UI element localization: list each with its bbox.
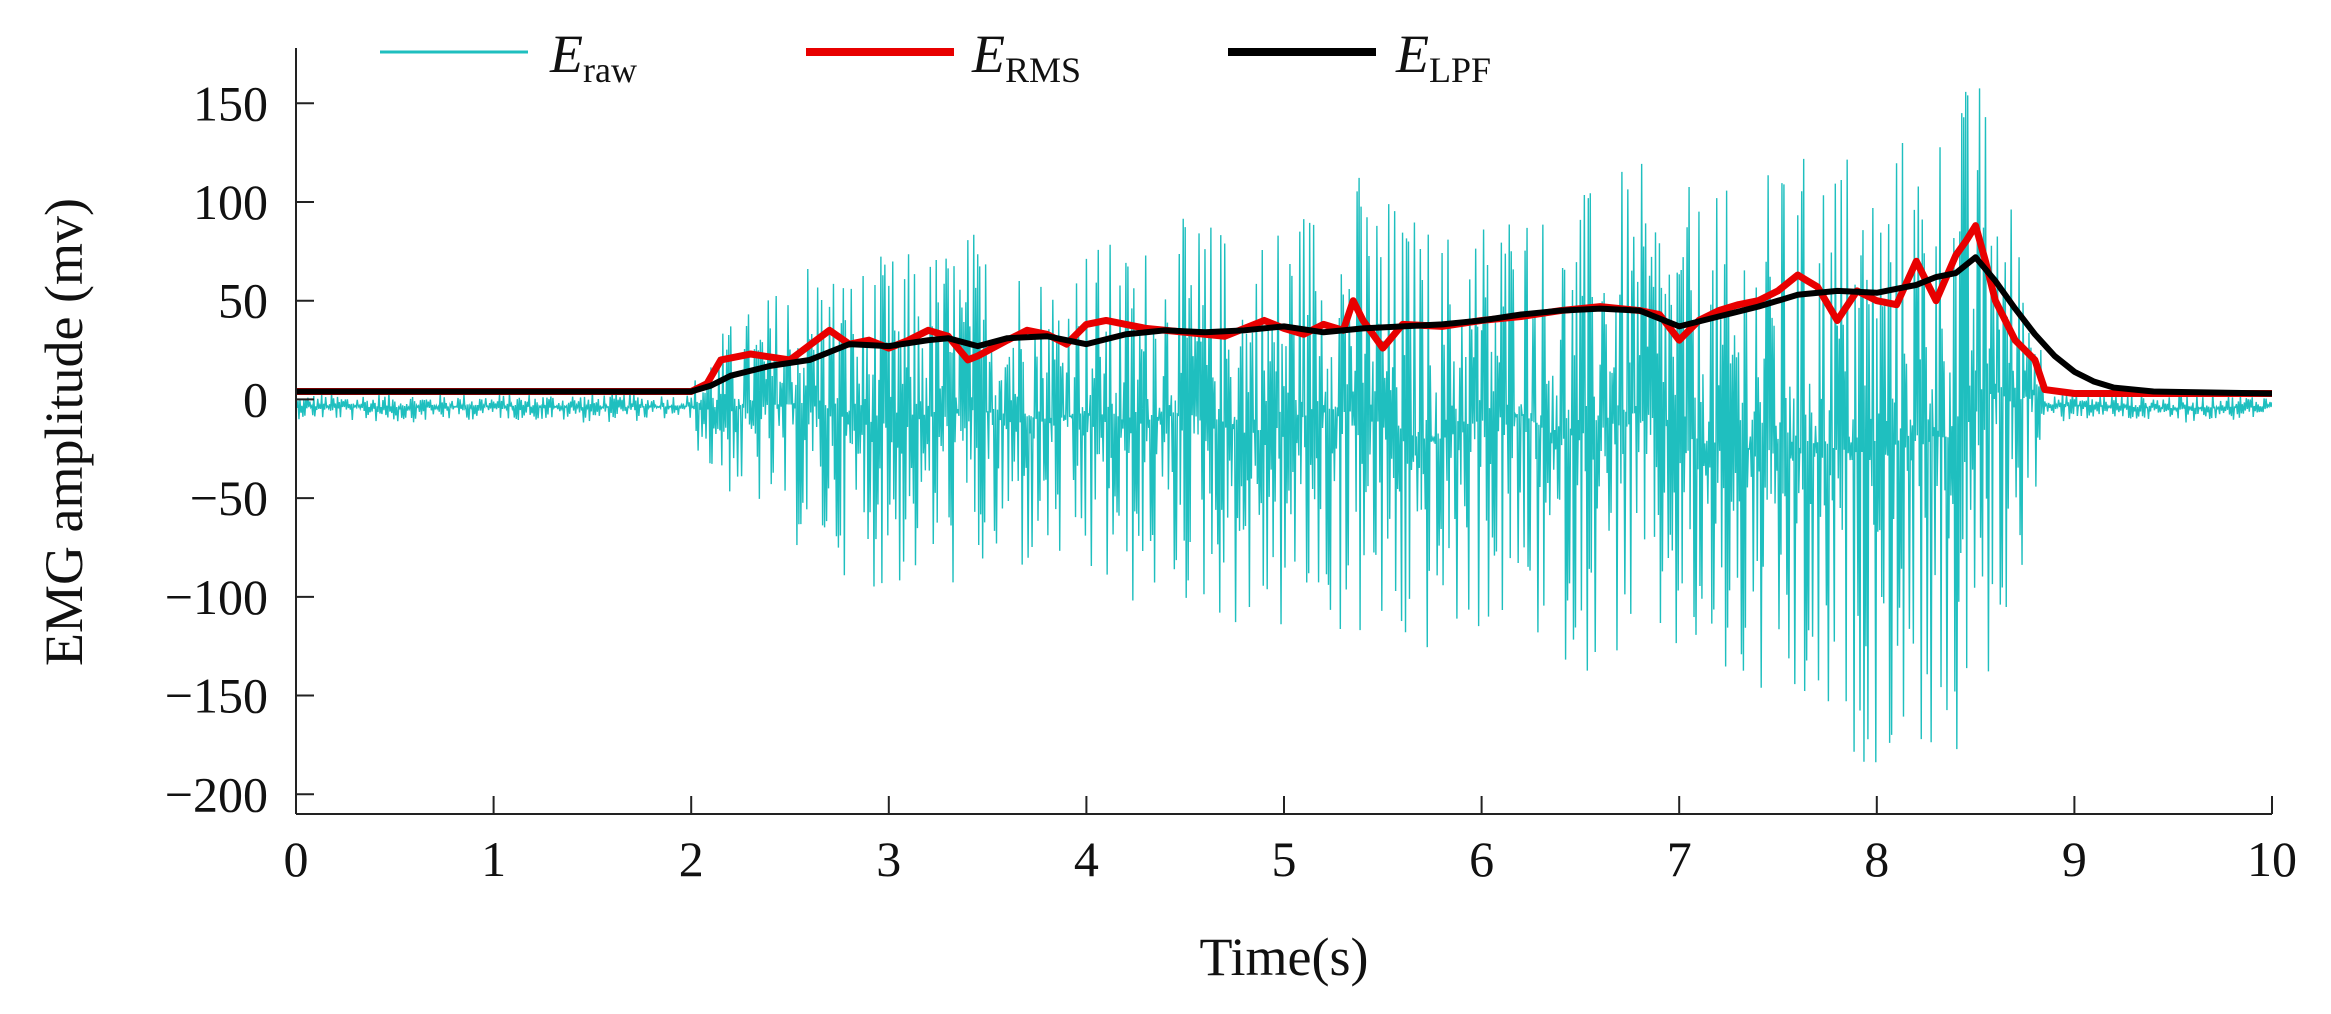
x-tick-label: 9 (2062, 831, 2087, 887)
y-axis-title: EMG amplitude (mv) (34, 198, 94, 666)
x-tick-label: 2 (679, 831, 704, 887)
series-e-rms (296, 222, 2272, 397)
x-tick-label: 5 (1272, 831, 1297, 887)
x-tick-label: 6 (1469, 831, 1494, 887)
legend-label-rms: ERMS (971, 24, 1081, 90)
y-tick-label: 100 (193, 174, 268, 230)
y-tick-label: −100 (165, 569, 268, 625)
y-tick-label: −50 (190, 470, 268, 526)
legend-item-raw: Eraw (380, 24, 637, 90)
x-tick-label: 7 (1667, 831, 1692, 887)
y-tick-label: −200 (165, 766, 268, 822)
legend-item-lpf: ELPF (1228, 24, 1491, 90)
y-tick-label: 50 (218, 273, 268, 329)
y-tick-label: 0 (243, 371, 268, 427)
series-e-lpf (296, 254, 2272, 397)
x-tick-label: 8 (1864, 831, 1889, 887)
legend: Eraw ERMS ELPF (380, 24, 1491, 90)
raw-signal-line (296, 88, 2272, 763)
legend-label-raw: Eraw (549, 24, 637, 90)
series-e-raw (296, 88, 2272, 763)
x-tick-label: 0 (284, 831, 309, 887)
legend-item-rms: ERMS (806, 24, 1081, 90)
x-axis-title: Time(s) (1199, 927, 1368, 987)
y-tick-label: 150 (193, 75, 268, 131)
y-tick-label: −150 (165, 668, 268, 724)
x-tick-label: 4 (1074, 831, 1099, 887)
x-tick-label: 3 (876, 831, 901, 887)
ticks: 0 1 2 3 4 5 6 7 8 9 10 −200 −150 −100 −50 0 50 100 150 (165, 75, 2297, 887)
x-tick-label: 1 (481, 831, 506, 887)
x-tick-label: 10 (2247, 831, 2297, 887)
legend-label-lpf: ELPF (1395, 24, 1491, 90)
